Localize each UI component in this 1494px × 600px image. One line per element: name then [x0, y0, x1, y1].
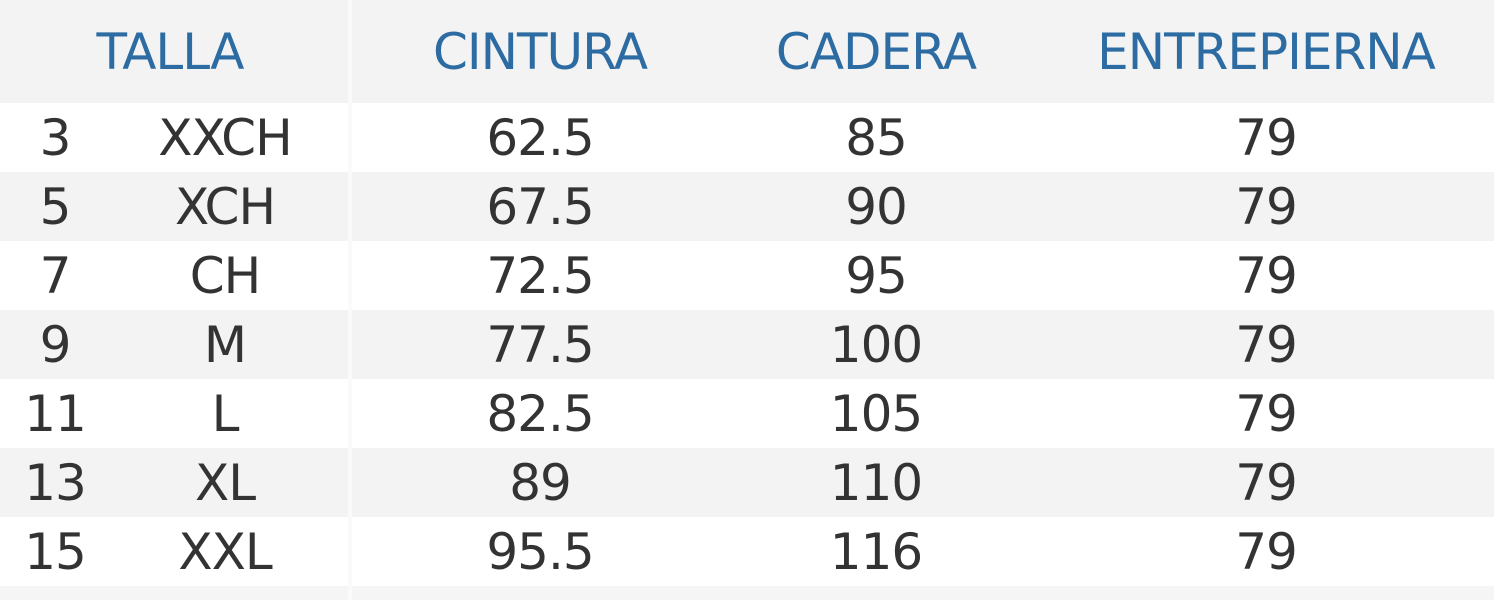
header-talla: TALLA: [96, 22, 245, 81]
cell-cadera: 85: [845, 108, 908, 167]
cell-entrepierna: 79: [1235, 246, 1298, 305]
cell-num: 15: [24, 522, 87, 581]
cell-cadera: 105: [829, 384, 923, 443]
table-row: 9 M 77.5 100 79: [0, 310, 1494, 379]
cell-cintura: 67.5: [486, 177, 594, 236]
cell-size: M: [203, 315, 247, 374]
table-row: 11 L 82.5 105 79: [0, 379, 1494, 448]
cell-num: 11: [24, 384, 87, 443]
header-cintura: CINTURA: [432, 22, 648, 81]
table-row: 13 XL 89 110 79: [0, 448, 1494, 517]
cell-cadera: 116: [829, 522, 923, 581]
table-row: 7 CH 72.5 95 79: [0, 241, 1494, 310]
cell-entrepierna: 79: [1235, 384, 1298, 443]
cell-size: XCH: [174, 177, 276, 236]
cell-size: CH: [189, 246, 262, 305]
cell-size: XXCH: [158, 108, 292, 167]
cell-num: 3: [39, 108, 72, 167]
table-header: TALLA CINTURA CADERA ENTREPIERNA: [0, 0, 1494, 103]
cell-entrepierna: 79: [1235, 522, 1298, 581]
cell-num: 9: [39, 315, 72, 374]
cell-entrepierna: 79: [1235, 177, 1298, 236]
header-entrepierna: ENTREPIERNA: [1097, 22, 1436, 81]
cell-cintura: 77.5: [486, 315, 594, 374]
cell-cintura: 62.5: [486, 108, 594, 167]
cell-cadera: 90: [845, 177, 908, 236]
cell-cadera: 95: [845, 246, 908, 305]
cell-cintura: 89: [509, 453, 572, 512]
column-divider: [348, 0, 352, 600]
cell-num: 5: [39, 177, 72, 236]
cell-size: XL: [194, 453, 256, 512]
table-row: 15 XXL 95.5 116 79: [0, 517, 1494, 586]
cell-cintura: 72.5: [486, 246, 594, 305]
cell-num: 7: [39, 246, 72, 305]
cell-cintura: 82.5: [486, 384, 594, 443]
table-row: 3 XXCH 62.5 85 79: [0, 103, 1494, 172]
cell-cadera: 100: [829, 315, 923, 374]
table-row: 5 XCH 67.5 90 79: [0, 172, 1494, 241]
cell-size: L: [211, 384, 240, 443]
cell-entrepierna: 79: [1235, 453, 1298, 512]
cell-entrepierna: 79: [1235, 108, 1298, 167]
cell-entrepierna: 79: [1235, 315, 1298, 374]
header-cadera: CADERA: [775, 22, 977, 81]
cell-num: 13: [24, 453, 87, 512]
cell-cadera: 110: [829, 453, 923, 512]
cell-cintura: 95.5: [486, 522, 594, 581]
cell-size: XXL: [178, 522, 272, 581]
